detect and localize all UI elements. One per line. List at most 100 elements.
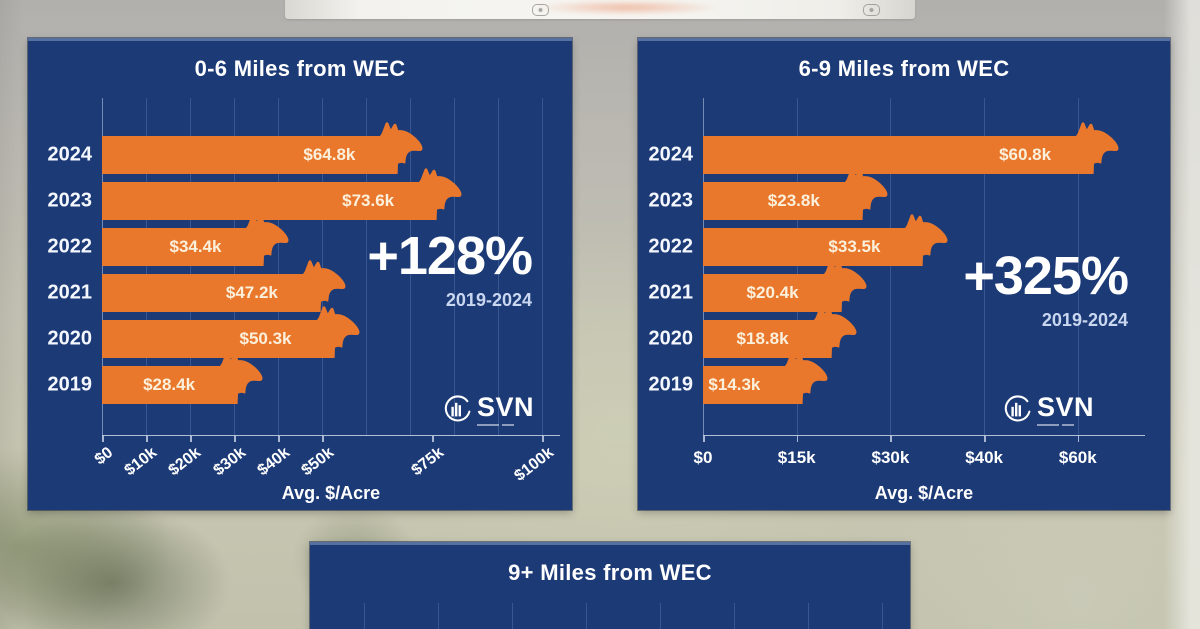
axis-tick	[984, 436, 986, 442]
gridline	[984, 98, 986, 436]
gridlines	[310, 603, 910, 629]
plot-area: 2024 $64.8k 2023 $73.6k 2022 $34.4k 2021 $47.2k…	[48, 98, 560, 503]
gridline	[438, 603, 439, 629]
bar-value-label: $47.2k	[225, 283, 278, 302]
x-axis-line	[102, 434, 560, 436]
gridline	[366, 98, 368, 436]
gridline	[322, 98, 324, 436]
axis-tick-label: $50k	[298, 444, 337, 480]
year-label-2023: 2023	[47, 189, 93, 212]
value-bar-2024: $64.8k	[102, 122, 423, 174]
value-bar-2024: $60.8k	[703, 122, 1119, 174]
growth-percent: +325%	[963, 246, 1129, 306]
axis-tick-label: $20k	[166, 444, 205, 480]
bar-row-2020: 2020 $18.8k	[649, 306, 1145, 358]
axis-tick-label: $0	[91, 444, 117, 469]
growth-period: 2019-2024	[1041, 310, 1128, 330]
axis-tick-label: $30k	[210, 444, 249, 480]
bar-value-label: $14.3k	[708, 375, 761, 394]
bar-row-2023: 2023 $23.8k	[649, 168, 1145, 220]
svn-logo: SVN	[1001, 393, 1094, 427]
horse-head-icon	[377, 122, 423, 174]
axis-tick-label: $40k	[254, 444, 293, 480]
year-label-2019: 2019	[47, 373, 93, 396]
horse-head-icon	[902, 214, 948, 266]
bar-value-label: $60.8k	[999, 145, 1052, 164]
year-label-2019: 2019	[648, 373, 694, 396]
x-axis-line	[703, 434, 1145, 436]
background-card-edge	[285, 0, 915, 19]
bar-value-label: $64.8k	[303, 145, 356, 164]
axis-tick-label: $60k	[1058, 448, 1097, 467]
chart-title: 6-9 Miles from WEC	[798, 56, 1010, 81]
axis-tick	[542, 436, 544, 442]
svn-logo-subtext	[476, 424, 534, 426]
value-bar-2023: $73.6k	[102, 168, 462, 220]
horse-head-icon	[217, 352, 263, 404]
growth-percent: +128%	[367, 226, 533, 286]
chart-panel-9plus-miles: 9+ Miles from WEC	[310, 542, 910, 629]
horse-head-icon	[841, 168, 888, 220]
horse-head-icon	[810, 306, 857, 358]
axis-tick	[703, 436, 705, 442]
gridline	[102, 98, 103, 436]
gridline	[234, 98, 236, 436]
axis-tick-label: $10k	[121, 444, 161, 480]
x-axis-label: Avg. $/Acre	[874, 483, 974, 503]
horse-head-icon	[243, 214, 289, 266]
bar-value-label: $50.3k	[239, 329, 292, 348]
bar-value-label: $18.8k	[736, 329, 789, 348]
axis-tick	[102, 436, 104, 442]
axis-tick	[322, 436, 324, 442]
bar-row-2019: 2019 $14.3k	[649, 352, 1145, 404]
bar-value-label: $23.8k	[767, 191, 820, 210]
bar-value-label: $73.6k	[342, 191, 395, 210]
value-bar-2019: $28.4k	[102, 352, 263, 404]
axis-tick	[432, 436, 434, 442]
axis-tick	[890, 436, 892, 442]
gridline	[190, 98, 192, 436]
bar-value-label: $28.4k	[143, 375, 196, 394]
svn-logo-text: SVN	[476, 392, 534, 422]
plot-area: 2024 $60.8k 2023 $23.8k 2022 $33.5k 2021 $20.4k…	[649, 98, 1145, 503]
gridline	[890, 98, 892, 436]
svn-logo-text: SVN	[1036, 392, 1094, 422]
gridline	[703, 98, 704, 436]
value-bar-2023: $23.8k	[703, 168, 888, 220]
badge-icon-right	[863, 4, 880, 16]
axis-tick	[278, 436, 280, 442]
growth-period: 2019-2024	[445, 290, 532, 310]
value-bar-2021: $47.2k	[102, 260, 346, 312]
bar-value-label: $33.5k	[828, 237, 881, 256]
svn-logo-icon	[1004, 395, 1031, 422]
bar-row-2023: 2023 $73.6k	[48, 168, 560, 220]
bar-value-label: $20.4k	[746, 283, 799, 302]
bar-row-2020: 2020 $50.3k	[48, 306, 560, 358]
axis-tick-label: $30k	[871, 448, 910, 467]
bar-row-2021: 2021 $20.4k	[649, 260, 1145, 312]
x-axis-ticks: Avg. $/Acre $0 $15k $30k $40k $60k	[694, 436, 1145, 511]
axis-tick-label: $100k	[511, 444, 557, 485]
chart-panel-6-9-miles: 6-9 Miles from WEC 2024 $60.8k 2023 $23.8k 2…	[638, 38, 1170, 510]
year-label-2020: 2020	[648, 327, 694, 350]
gridline	[498, 98, 500, 436]
axis-tick	[234, 436, 236, 442]
axis-tick-label: $75k	[408, 444, 447, 480]
axis-tick-label: $15k	[777, 448, 816, 467]
gridline	[364, 603, 365, 629]
axis-tick-label: $0	[693, 448, 713, 467]
year-label-2021: 2021	[648, 281, 694, 304]
gridline	[586, 603, 587, 629]
badge-icon-left	[532, 4, 549, 16]
x-axis-ticks: Avg. $/Acre $0 $10k $20k $30k $40k $50k $75k $1…	[92, 436, 560, 511]
axis-tick-label: $40k	[965, 448, 1004, 467]
gridline	[512, 603, 513, 629]
value-bar-2022: $33.5k	[703, 214, 948, 266]
value-bar-2021: $20.4k	[703, 260, 867, 312]
year-label-2022: 2022	[648, 235, 694, 258]
year-label-2022: 2022	[47, 235, 93, 258]
axis-tick	[1077, 436, 1080, 442]
growth-annotation: +325% 2019-2024	[963, 246, 1129, 331]
bar-row-2019: 2019 $28.4k	[48, 352, 560, 404]
